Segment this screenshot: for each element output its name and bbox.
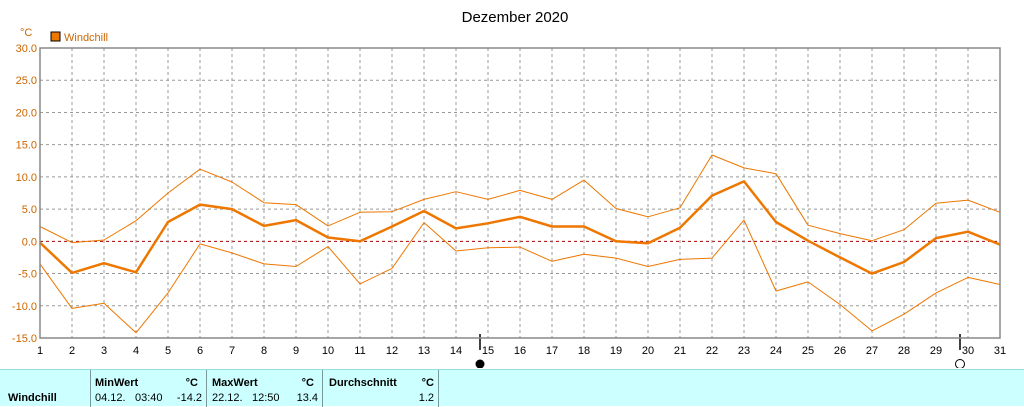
summary-min-cell: MinWert °C 04.12. 03:40 -14.2 [91, 370, 206, 407]
min-date: 04.12. [95, 392, 126, 404]
x-tick-label: 12 [386, 345, 398, 357]
x-tick-label: 11 [354, 345, 365, 357]
y-tick-label: -5.0 [18, 269, 37, 281]
x-tick-label: 29 [930, 345, 942, 357]
plot-frame [39, 47, 1001, 339]
x-tick-label: 20 [642, 345, 654, 357]
x-tick-label: 4 [133, 345, 139, 357]
avg-unit: °C [421, 377, 434, 389]
x-tick-label: 24 [770, 345, 782, 357]
series-line-average [39, 180, 1001, 275]
x-tick-label: 3 [101, 345, 107, 357]
avg-value: 1.2 [418, 392, 434, 404]
x-tick-label: 31 [994, 345, 1006, 357]
max-unit: °C [301, 377, 314, 389]
summary-avg-cell: Durchschnitt °C 1.2 [323, 370, 438, 407]
x-tick-label: 9 [293, 345, 299, 357]
grid [40, 48, 1000, 338]
legend-swatch [50, 31, 61, 42]
x-tick-label: 18 [578, 345, 590, 357]
x-tick-label: 27 [866, 345, 878, 357]
new-moon-icon [475, 359, 485, 368]
x-tick-label: 21 [674, 345, 686, 357]
y-tick-label: 25.0 [16, 75, 37, 87]
max-value: 13.4 [296, 392, 318, 404]
x-tick-label: 17 [546, 345, 558, 357]
x-tick-label: 1 [37, 345, 43, 357]
x-tick-label: 14 [450, 345, 462, 357]
chart-title: Dezember 2020 [462, 9, 569, 26]
y-tick-label: 30.0 [16, 43, 37, 55]
x-tick-label: 19 [610, 345, 622, 357]
x-tick-label: 26 [834, 345, 846, 357]
min-value: -14.2 [176, 392, 202, 404]
x-axis: 1 2 3 4 5 6 7 8 9 10 11 12 13 14 15 16 17 18 19 20 21 22 23 24 2… [37, 345, 1006, 357]
series-line-min [39, 219, 1001, 334]
min-unit: °C [185, 377, 198, 389]
x-tick-label: 15 [482, 345, 494, 357]
x-tick-label: 5 [165, 345, 171, 357]
summary-row-label-cell: Windchill [0, 370, 90, 407]
x-tick-label: 28 [898, 345, 910, 357]
x-tick-label: 16 [514, 345, 526, 357]
y-tick-label: 0.0 [22, 236, 37, 248]
avg-header: Durchschnitt [329, 377, 397, 389]
y-tick-label: -10.0 [12, 301, 37, 313]
y-axis: 30.0 25.0 20.0 15.0 10.0 5.0 0.0 -5.0 -10.0 -15.0 [12, 43, 37, 345]
y-tick-label: 5.0 [22, 204, 37, 216]
x-tick-label: 8 [261, 345, 267, 357]
x-tick-label: 6 [197, 345, 203, 357]
min-time: 03:40 [135, 392, 163, 404]
x-tick-label: 10 [322, 345, 334, 357]
y-tick-label: 10.0 [16, 172, 37, 184]
x-tick-label: 2 [69, 345, 75, 357]
max-header: MaxWert [212, 377, 258, 389]
max-date: 22.12. [212, 392, 243, 404]
min-header: MinWert [95, 377, 139, 389]
summary-max-cell: MaxWert °C 22.12. 12:50 13.4 [207, 370, 322, 407]
legend-label: Windchill [64, 32, 108, 44]
max-time: 12:50 [252, 392, 280, 404]
series-line-max [39, 154, 1001, 244]
x-tick-label: 22 [706, 345, 718, 357]
y-tick-label: -15.0 [12, 333, 37, 345]
legend: Windchill [50, 31, 108, 44]
chart: Dezember 2020 °C Windchill 30.025.020.01… [12, 9, 1006, 368]
moon-phases [475, 334, 965, 368]
x-tick-label: 25 [802, 345, 814, 357]
y-tick-label: 20.0 [16, 107, 37, 119]
y-unit-label: °C [20, 27, 32, 39]
full-moon-icon [955, 359, 965, 368]
x-tick-label: 23 [738, 345, 750, 357]
summary-row-label: Windchill [8, 392, 57, 404]
series-lines [39, 154, 1001, 334]
x-tick-label: 13 [418, 345, 430, 357]
summary-table: Windchill MinWert °C 04.12. 03:40 -14.2 … [0, 369, 1024, 407]
x-tick-label: 30 [962, 345, 974, 357]
y-tick-label: 15.0 [16, 140, 37, 152]
x-tick-label: 7 [229, 345, 235, 357]
